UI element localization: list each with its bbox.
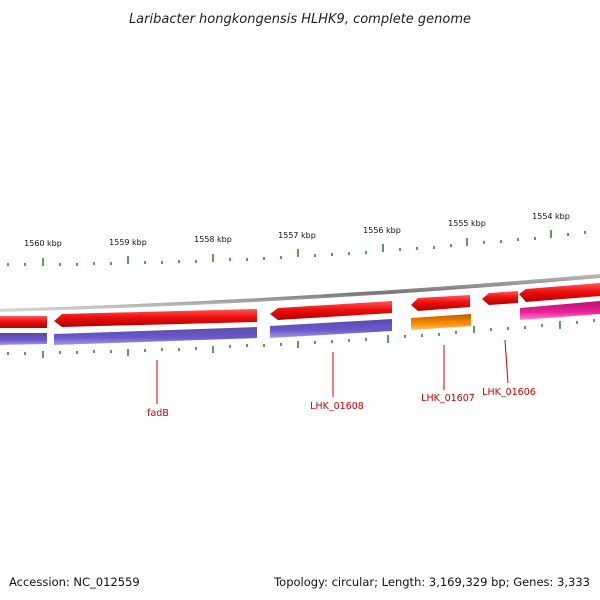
gene-label-LHK_01607: LHK_01607 xyxy=(421,393,475,404)
accession-text: Accession: NC_012559 xyxy=(9,575,140,589)
reverse-strand-features xyxy=(0,301,600,345)
scale-label: 1558 kbp xyxy=(194,235,232,244)
gene-feature xyxy=(520,301,600,320)
scale-label: 1556 kbp xyxy=(363,226,401,235)
cds-feature xyxy=(0,316,47,328)
scale-label: 1559 kbp xyxy=(109,238,147,247)
scale-labels: 1560 kbp 1559 kbp 1558 kbp 1557 kbp 1556… xyxy=(24,212,570,248)
gene-feature xyxy=(54,327,257,345)
forward-strand-features xyxy=(0,283,600,328)
gene-labels: fadB LHK_01608 LHK_01607 LHK_01606 xyxy=(147,387,536,419)
cds-feature xyxy=(411,295,470,311)
gene-feature xyxy=(270,319,392,338)
gene-label-LHK_01606: LHK_01606 xyxy=(482,387,536,398)
cds-feature xyxy=(270,301,392,320)
scale-ticks-top xyxy=(7,230,586,266)
map-title: Laribacter hongkongensis HLHK9, complete… xyxy=(129,12,471,27)
scale-label: 1555 kbp xyxy=(448,219,486,228)
scale-label: 1560 kbp xyxy=(24,239,62,248)
cds-feature xyxy=(482,291,518,305)
genome-backbone xyxy=(0,274,600,312)
scale-label: 1557 kbp xyxy=(278,231,316,240)
scale-label: 1554 kbp xyxy=(532,212,570,221)
gene-feature xyxy=(0,333,47,345)
gene-label-LHK_01608: LHK_01608 xyxy=(310,401,364,412)
cds-feature xyxy=(519,283,600,302)
label-leaders xyxy=(156,339,509,404)
scale-ticks-bottom xyxy=(7,319,595,358)
cds-feature xyxy=(54,309,257,327)
genome-stats-text: Topology: circular; Length: 3,169,329 bp… xyxy=(273,575,590,589)
gene-feature xyxy=(411,314,471,330)
gene-label-fadB: fadB xyxy=(147,408,169,419)
